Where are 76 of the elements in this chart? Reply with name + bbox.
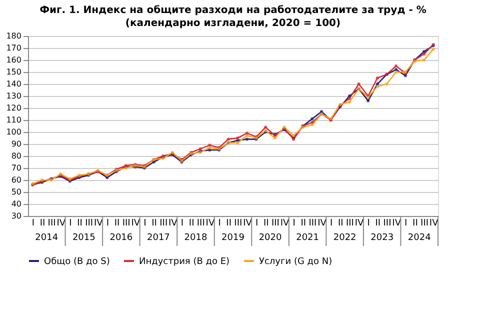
y-tick-label: 80 — [11, 152, 22, 160]
chart-title: Фиг. 1. Индекс на общите разходи на работодателите за труд - % — [40, 5, 426, 16]
x-tick-label: IV — [429, 218, 440, 228]
x-tick-label: III — [420, 218, 429, 228]
x-tick-label: II — [263, 218, 269, 228]
x-tick-label: I — [144, 218, 146, 228]
x-tick-label: IV — [318, 218, 328, 228]
x-tick-label: I — [367, 218, 370, 228]
y-tick-label: 170 — [6, 44, 22, 52]
x-tick-label: IV — [56, 218, 66, 228]
text: 2021 — [296, 233, 319, 243]
chart-subtitle: (календарно изгладени, 2020 = 100) — [125, 18, 341, 29]
text: 2018 — [184, 233, 208, 243]
x-tick-label: III — [196, 218, 205, 228]
x-tick-label: I — [218, 218, 221, 228]
y-tick-label: 150 — [6, 68, 22, 76]
x-tick-label: I — [32, 218, 34, 228]
x-tick-label: II — [188, 218, 194, 228]
x-tick-label: II — [338, 218, 344, 228]
x-tick-label: IV — [243, 218, 253, 228]
x-tick-label: IV — [392, 218, 402, 228]
y-tick-label: 180 — [6, 32, 22, 40]
x-tick-label: IV — [168, 218, 178, 228]
x-tick-label: IV — [206, 218, 216, 228]
x-tick-label: I — [106, 218, 110, 228]
x-tick-label: II — [375, 218, 381, 228]
y-tick-label: 40 — [11, 200, 22, 208]
y-tick-label: 120 — [6, 104, 22, 112]
x-tick-label: III — [122, 218, 130, 228]
x-tick-label: II — [412, 218, 418, 228]
y-tick-label: 140 — [6, 80, 22, 88]
text: 2019 — [222, 233, 245, 243]
x-tick-label: III — [346, 218, 354, 228]
x-tick-label: I — [404, 218, 408, 228]
x-tick-label: II — [77, 218, 82, 228]
x-tick-label: II — [40, 218, 46, 228]
y-tick-label: 100 — [6, 128, 22, 136]
legend-label: Услуги (G до N) — [259, 257, 332, 267]
y-tick-label: 60 — [11, 176, 22, 184]
text: 2017 — [147, 233, 170, 243]
y-tick-label: 90 — [11, 140, 22, 148]
x-tick-label: IV — [354, 218, 365, 228]
x-tick-label: II — [114, 218, 120, 228]
x-tick-label: I — [292, 218, 296, 228]
x-tick-label: I — [180, 218, 184, 228]
x-tick-label: I — [69, 218, 72, 228]
legend-label: Общо (B до S) — [44, 257, 110, 267]
text: 2022 — [333, 233, 356, 243]
x-tick-label: IV — [94, 218, 104, 228]
x-tick-label: II — [152, 218, 157, 228]
y-tick-label: 130 — [6, 92, 22, 100]
x-tick-label: III — [48, 218, 56, 228]
x-tick-label: III — [308, 218, 317, 228]
x-tick-label: II — [226, 218, 232, 228]
x-tick-label: III — [85, 218, 94, 228]
x-tick-label: IV — [131, 218, 141, 228]
y-tick-label: 160 — [6, 56, 22, 64]
y-tick-label: 50 — [11, 188, 22, 196]
text: 2015 — [72, 233, 96, 243]
y-tick-label: 70 — [11, 164, 22, 172]
text: 2016 — [110, 233, 133, 243]
y-tick-label: 110 — [6, 116, 22, 124]
y-tick-label: 30 — [11, 212, 22, 220]
x-tick-label: III — [383, 218, 392, 228]
x-tick-label: III — [271, 218, 280, 228]
x-tick-label: I — [255, 218, 258, 228]
text: 2020 — [258, 233, 282, 243]
x-tick-label: III — [234, 218, 242, 228]
x-tick-label: III — [160, 218, 168, 228]
x-tick-label: IV — [280, 218, 290, 228]
text: 2024 — [408, 233, 432, 243]
x-tick-label: II — [300, 218, 306, 228]
text: 2023 — [370, 233, 394, 243]
x-tick-label: I — [330, 218, 333, 228]
text: 2014 — [35, 233, 58, 243]
legend-label: Индустрия (B до E) — [139, 257, 230, 267]
